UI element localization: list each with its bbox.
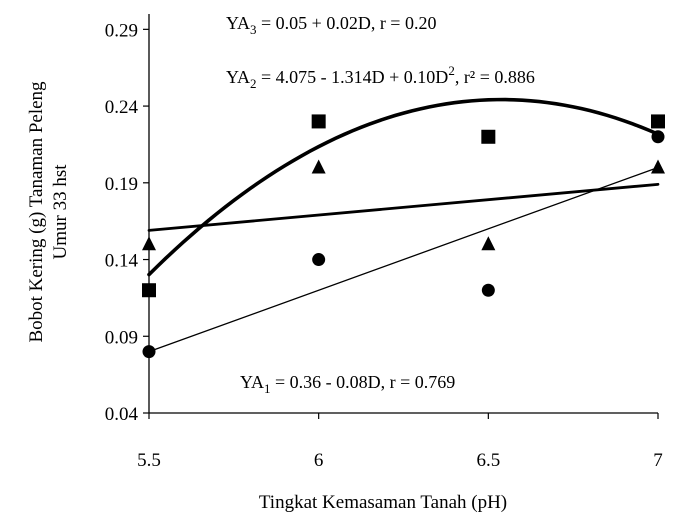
x-tick-label: 6.5 [476,450,500,471]
y-axis-title: Bobot Kering (g) Tanaman Peleng Umur 33 … [26,81,71,343]
square-data-point [651,114,665,129]
y-tick-label: 0.24 [105,97,139,118]
circle-series-fit-line [148,166,659,353]
y-axis-title-line1: Bobot Kering (g) Tanaman Peleng [26,81,47,343]
x-tick-label: 5.5 [137,450,161,471]
tick-labels: 0.04 0.09 0.14 0.19 0.24 0.29 5.5 6 6.5 7 [105,20,663,471]
data-points [142,114,665,359]
triangle-data-point [142,236,156,251]
y-tick-label: 0.14 [105,251,139,272]
y-tick-label: 0.04 [105,404,139,425]
triangle-series-fit-line [147,182,660,232]
triangle-data-point [311,159,326,174]
square-data-point [481,129,496,144]
equation-ya2: YA2 = 4.075 - 1.314D + 0.10D2, r² = 0.88… [226,63,535,91]
square-data-point [311,114,326,129]
fit-lines [147,97,660,353]
x-axis-title: Tingkat Kemasaman Tanah (pH) [259,492,507,513]
y-tick-label: 0.29 [105,20,138,41]
square-data-point [142,283,156,298]
triangle-data-point [481,236,496,251]
circle-data-point [312,253,326,267]
y-axis-title-line2: Umur 33 hst [50,164,71,260]
y-tick-label: 0.19 [105,174,138,195]
triangle-data-point [651,159,665,174]
x-tick-label: 6 [314,450,324,471]
equation-ya1: YA1 = 0.36 - 0.08D, r = 0.769 [240,372,455,396]
circle-data-point [481,283,495,297]
circle-data-point [142,345,156,359]
circle-data-point [651,130,665,144]
x-tick-label: 7 [653,450,663,471]
square-series-fit-line [147,97,660,277]
equation-ya3: YA3 = 0.05 + 0.02D, r = 0.20 [226,13,436,37]
y-tick-label: 0.09 [105,327,138,348]
